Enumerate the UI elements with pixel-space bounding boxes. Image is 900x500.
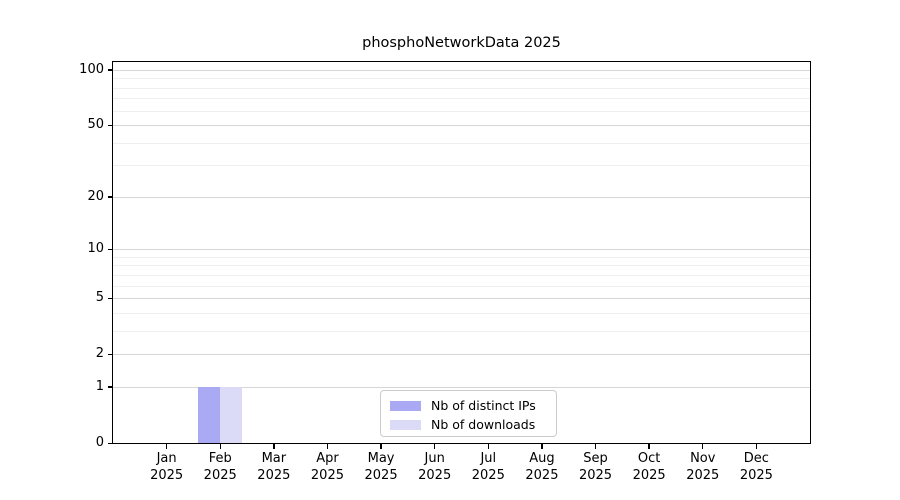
x-tick-month: Jun bbox=[424, 451, 445, 466]
bar-nb-of-downloads bbox=[220, 386, 243, 443]
x-tick-month: Feb bbox=[208, 451, 232, 466]
x-tick-year: 2025 bbox=[471, 467, 505, 483]
x-tick bbox=[165, 444, 168, 449]
x-tick-month: Jan bbox=[156, 451, 177, 466]
y-gridline-minor bbox=[113, 142, 810, 144]
x-tick bbox=[487, 444, 489, 449]
x-tick-year: 2025 bbox=[257, 467, 291, 483]
x-tick-label: Apr 2025 bbox=[299, 451, 355, 484]
x-tick-label: Aug 2025 bbox=[514, 451, 570, 484]
y-tick bbox=[108, 69, 113, 71]
x-tick-label: Feb 2025 bbox=[192, 451, 248, 484]
y-gridline-minor bbox=[113, 274, 810, 276]
x-tick-month: Jul bbox=[480, 451, 497, 466]
x-tick-label: Oct 2025 bbox=[621, 451, 677, 484]
y-tick-label: 0 bbox=[95, 435, 104, 450]
y-tick-label: 20 bbox=[87, 188, 104, 204]
x-tick-year: 2025 bbox=[364, 467, 398, 483]
y-gridline-minor bbox=[113, 165, 810, 167]
x-tick-year: 2025 bbox=[525, 467, 559, 483]
y-gridline-major bbox=[113, 298, 810, 300]
y-gridline-major bbox=[113, 354, 810, 356]
x-tick bbox=[433, 444, 436, 449]
x-tick bbox=[594, 444, 597, 449]
y-gridline-minor bbox=[113, 110, 810, 112]
chart-title: phosphoNetworkData 2025 bbox=[362, 35, 561, 51]
y-tick bbox=[108, 353, 113, 356]
x-tick bbox=[541, 444, 543, 449]
x-tick-month: Mar bbox=[261, 451, 287, 466]
y-gridline-major bbox=[113, 69, 810, 71]
y-tick bbox=[108, 248, 113, 251]
y-gridline-minor bbox=[113, 312, 810, 314]
x-tick-month: Apr bbox=[316, 451, 339, 466]
y-tick-label: 50 bbox=[87, 117, 104, 133]
x-tick-label: Jun 2025 bbox=[407, 451, 463, 484]
x-tick bbox=[380, 444, 382, 449]
bar-nb-of-distinct-ips bbox=[198, 386, 221, 443]
y-gridline-minor bbox=[113, 330, 810, 332]
y-tick bbox=[108, 442, 113, 444]
x-tick-year: 2025 bbox=[739, 467, 773, 483]
y-tick bbox=[108, 386, 113, 388]
x-tick-label: Nov 2025 bbox=[675, 451, 731, 484]
y-gridline-major bbox=[113, 196, 810, 198]
x-tick-label: Dec 2025 bbox=[728, 451, 784, 484]
y-gridline-minor bbox=[113, 265, 810, 267]
y-gridline-minor bbox=[113, 256, 810, 258]
y-tick-label: 100 bbox=[79, 61, 104, 77]
x-tick bbox=[273, 444, 275, 449]
x-tick-month: May bbox=[367, 451, 395, 466]
legend-label-downloads: Nb of downloads bbox=[431, 417, 536, 432]
x-tick-label: Mar 2025 bbox=[246, 451, 302, 484]
x-tick-year: 2025 bbox=[150, 467, 184, 483]
x-tick-year: 2025 bbox=[632, 467, 666, 483]
x-tick bbox=[702, 444, 704, 449]
x-tick-month: Aug bbox=[529, 451, 555, 466]
y-tick bbox=[108, 297, 113, 300]
legend-item-distinct-ips: Nb of distinct IPs bbox=[390, 396, 547, 415]
y-gridline-minor bbox=[113, 87, 810, 89]
y-tick-label: 1 bbox=[95, 378, 104, 394]
x-tick bbox=[326, 444, 329, 449]
y-tick-label: 10 bbox=[87, 241, 104, 257]
y-gridline-minor bbox=[113, 98, 810, 100]
x-tick-month: Dec bbox=[743, 451, 769, 466]
x-tick-label: Sep 2025 bbox=[568, 451, 624, 484]
y-tick-label: 5 bbox=[95, 290, 104, 306]
x-tick-year: 2025 bbox=[203, 467, 237, 483]
y-gridline-major bbox=[113, 249, 810, 251]
x-tick bbox=[755, 444, 758, 449]
legend: Nb of distinct IPs Nb of downloads bbox=[380, 390, 557, 437]
y-gridline-minor bbox=[113, 285, 810, 287]
x-tick-year: 2025 bbox=[418, 467, 452, 483]
x-tick-month: Oct bbox=[637, 451, 661, 466]
x-tick-year: 2025 bbox=[578, 467, 613, 483]
x-tick-label: Jul 2025 bbox=[460, 451, 516, 484]
y-tick bbox=[108, 124, 113, 127]
legend-swatch-distinct-ips bbox=[390, 400, 421, 411]
y-tick bbox=[108, 196, 113, 198]
x-tick-label: May 2025 bbox=[353, 451, 409, 484]
y-gridline-major bbox=[113, 386, 810, 388]
x-tick-year: 2025 bbox=[310, 467, 344, 483]
x-tick bbox=[648, 444, 650, 449]
y-gridline-minor bbox=[113, 78, 810, 80]
x-tick bbox=[219, 444, 221, 449]
y-tick-label: 2 bbox=[95, 346, 104, 362]
plot-area bbox=[112, 61, 811, 444]
x-tick-year: 2025 bbox=[686, 467, 720, 483]
legend-item-downloads: Nb of downloads bbox=[390, 415, 547, 434]
x-tick-month: Sep bbox=[583, 451, 608, 466]
legend-label-distinct-ips: Nb of distinct IPs bbox=[431, 398, 536, 413]
y-gridline-major bbox=[113, 125, 810, 127]
legend-swatch-downloads bbox=[390, 419, 421, 430]
x-tick-month: Nov bbox=[690, 451, 716, 466]
x-tick-label: Jan 2025 bbox=[139, 451, 195, 484]
